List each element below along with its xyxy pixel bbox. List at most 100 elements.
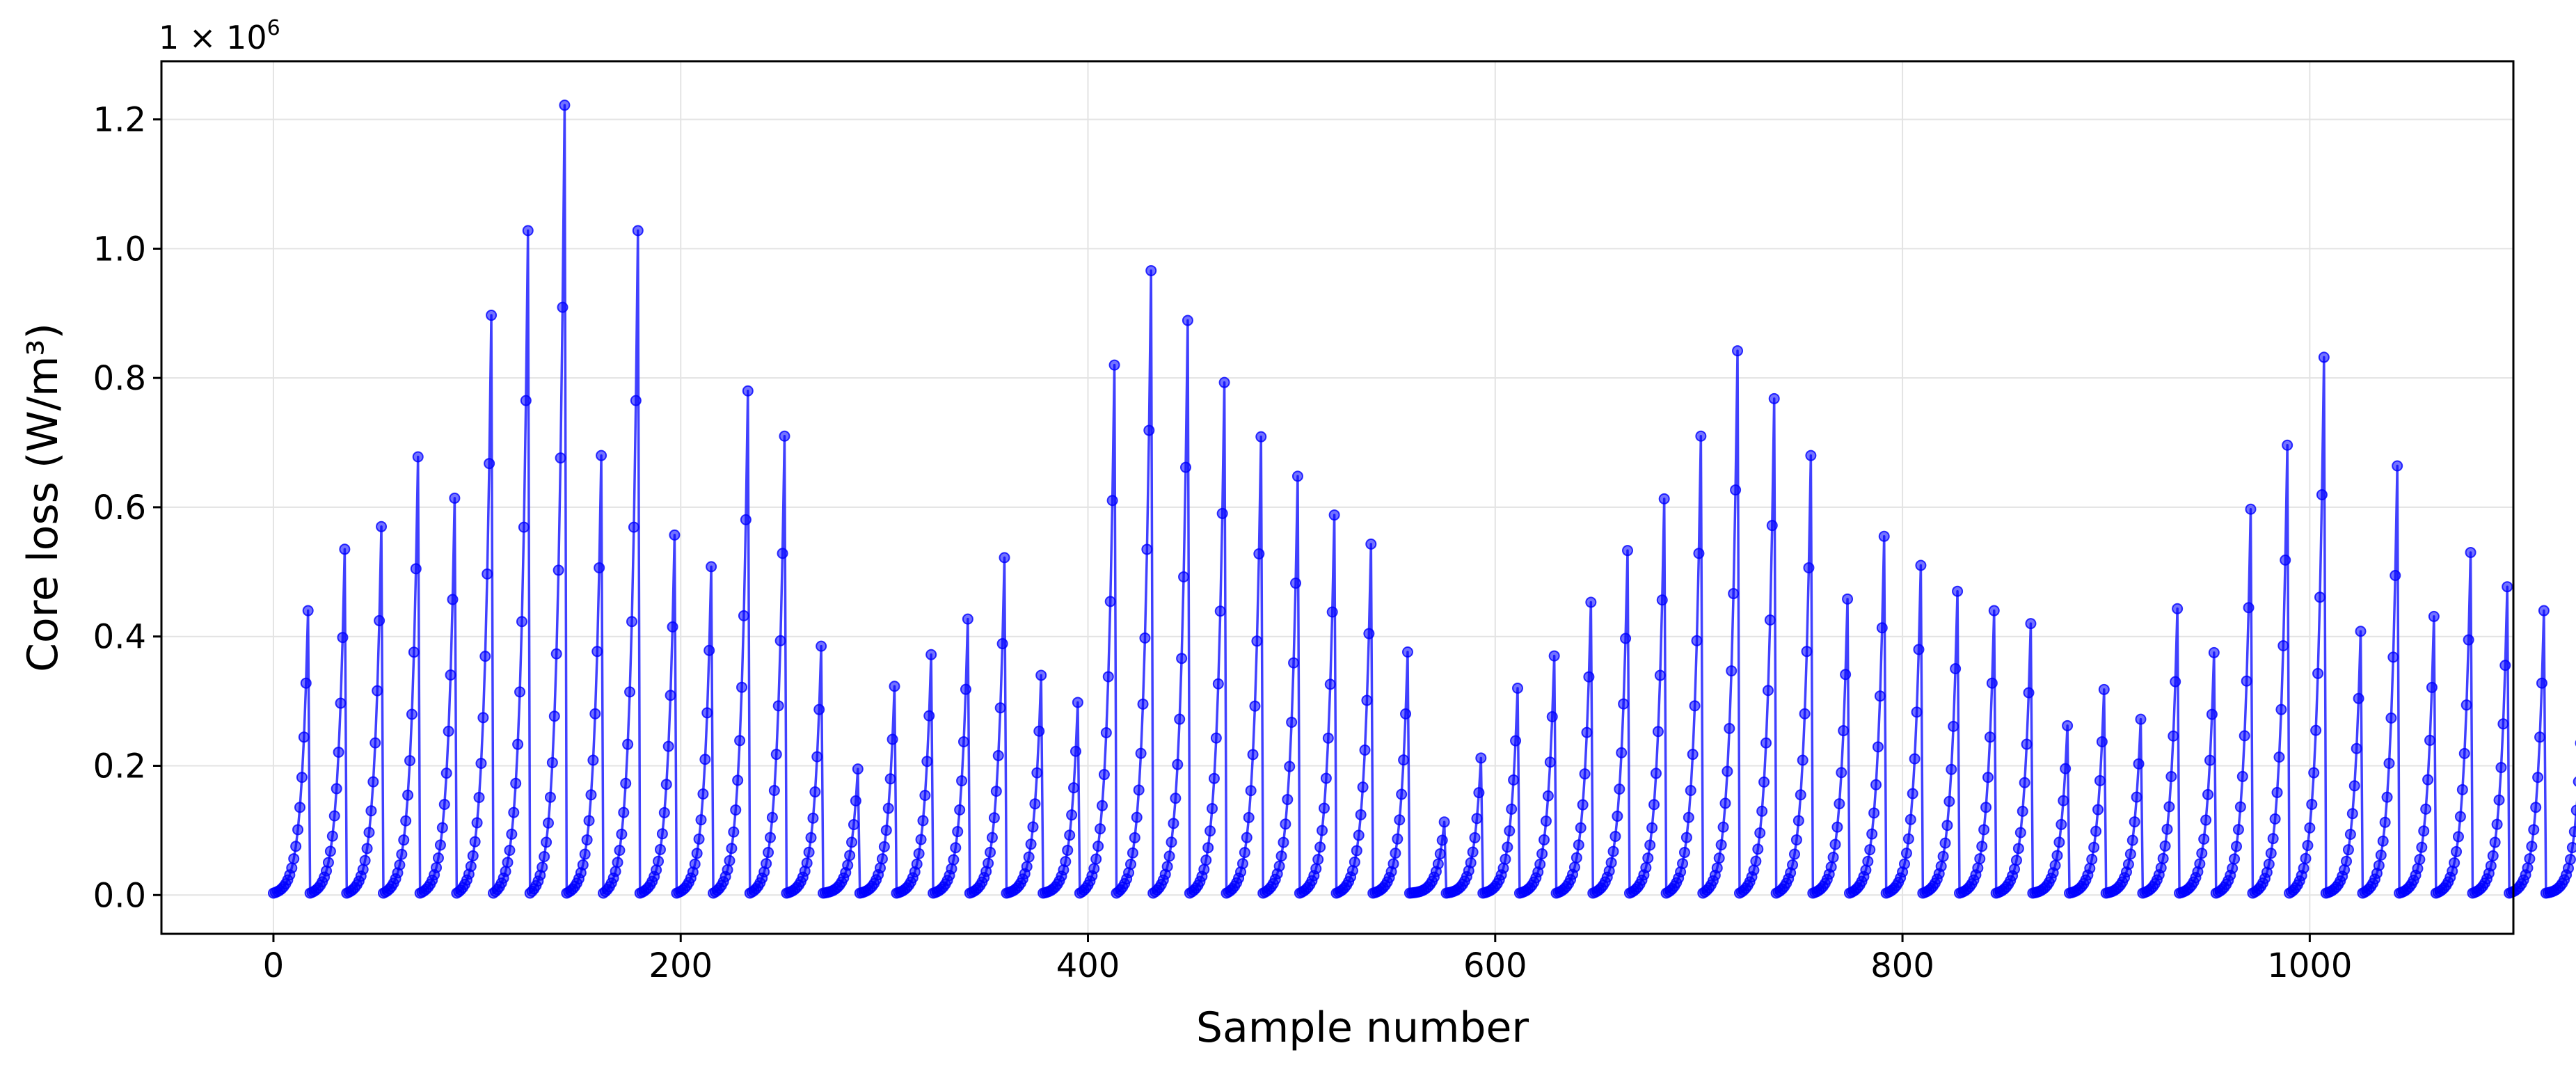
data-point — [2304, 822, 2316, 834]
data-point — [1939, 837, 1951, 849]
data-point — [1952, 585, 1964, 597]
data-point — [1866, 828, 1878, 840]
data-point — [1976, 841, 1988, 852]
data-point — [1286, 716, 1298, 728]
data-point — [811, 751, 823, 763]
data-point — [1831, 821, 1843, 833]
data-point — [701, 707, 713, 719]
data-point — [2465, 546, 2476, 558]
data-point — [2424, 734, 2436, 746]
data-point — [438, 799, 450, 811]
data-point — [467, 850, 479, 861]
data-point — [662, 740, 674, 752]
data-point — [1398, 754, 1410, 766]
data-point — [486, 310, 498, 321]
data-point — [2312, 667, 2324, 679]
data-point — [809, 786, 821, 798]
data-point — [2522, 862, 2534, 874]
data-point — [465, 860, 477, 872]
data-point — [985, 846, 996, 858]
data-point — [1021, 861, 1033, 873]
data-point — [1284, 761, 1296, 772]
data-point — [703, 644, 715, 656]
data-point — [2314, 591, 2325, 603]
data-point — [2163, 801, 2175, 813]
data-point — [1568, 861, 1580, 873]
data-point — [990, 786, 1002, 797]
data-point — [2023, 687, 2035, 699]
data-point — [544, 791, 556, 803]
data-point — [369, 737, 381, 749]
data-point — [2010, 855, 2022, 866]
data-point — [482, 568, 493, 580]
data-point — [1874, 690, 1886, 702]
data-point — [1102, 671, 1114, 683]
data-point — [1605, 857, 1617, 868]
data-point — [1471, 813, 1483, 825]
data-point — [2165, 770, 2177, 782]
data-point — [449, 492, 461, 504]
data-point — [2236, 770, 2248, 782]
data-point — [1842, 593, 1854, 605]
data-point — [1216, 507, 1228, 519]
data-point — [2198, 833, 2210, 845]
data-point — [376, 520, 388, 532]
data-point — [1691, 635, 1703, 646]
x-tick-label: 1000 — [2267, 946, 2352, 985]
data-point — [1204, 825, 1216, 837]
data-point — [1941, 820, 1953, 832]
data-point — [298, 731, 310, 743]
data-point — [816, 640, 827, 652]
data-point — [1023, 851, 1035, 863]
data-point — [763, 847, 774, 859]
data-point — [1756, 805, 1768, 817]
data-point — [292, 824, 304, 836]
data-point — [1937, 850, 1949, 862]
data-point — [396, 848, 408, 860]
data-point — [1870, 779, 1882, 790]
data-point — [2131, 791, 2142, 803]
data-point — [738, 610, 749, 621]
data-point — [294, 802, 305, 813]
data-point — [779, 430, 790, 442]
data-point — [1166, 836, 1177, 848]
data-point — [2170, 676, 2181, 687]
data-point — [1750, 855, 1762, 867]
data-point — [502, 857, 514, 868]
data-point — [2014, 827, 2026, 838]
data-point — [1766, 520, 1778, 532]
data-point — [632, 225, 644, 237]
data-point — [1534, 859, 1546, 870]
plot-frame — [160, 60, 2515, 935]
data-point — [1648, 799, 1660, 811]
data-point — [1469, 832, 1481, 843]
data-point — [848, 818, 859, 830]
data-point — [328, 810, 340, 822]
data-point — [2241, 675, 2252, 687]
data-point — [624, 686, 636, 698]
data-point — [1622, 545, 1634, 557]
data-point — [1249, 700, 1261, 712]
data-point — [1654, 669, 1666, 681]
data-point — [406, 708, 418, 720]
data-point — [1129, 832, 1140, 843]
data-point — [2497, 718, 2509, 730]
data-point — [1607, 845, 1619, 857]
data-point — [726, 843, 738, 855]
data-point — [1868, 807, 1880, 819]
data-point — [1573, 839, 1584, 851]
data-point — [1838, 725, 1850, 737]
data-point — [333, 746, 344, 758]
data-point — [1095, 823, 1106, 835]
data-point — [546, 756, 558, 768]
data-point — [1253, 548, 1265, 559]
data-point — [1182, 315, 1193, 326]
data-point — [1214, 605, 1226, 617]
data-point — [740, 514, 752, 525]
data-point — [1025, 838, 1037, 850]
data-point — [919, 790, 931, 802]
y-tick-label: 0.0 — [93, 876, 146, 915]
data-point — [1687, 749, 1699, 761]
data-point — [2532, 772, 2544, 784]
data-point — [1200, 855, 1212, 866]
